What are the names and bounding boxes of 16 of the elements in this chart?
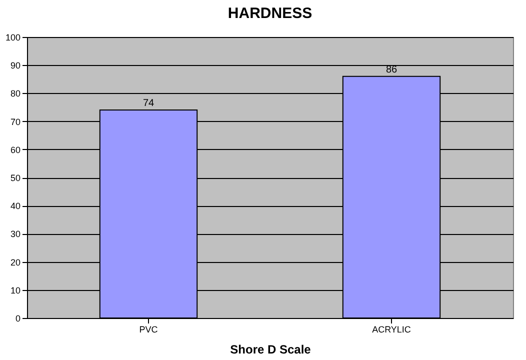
chart-title: HARDNESS (228, 5, 312, 22)
y-tick-label: 40 (10, 201, 20, 212)
y-tick-label: 80 (10, 88, 20, 99)
y-tick-label: 30 (10, 229, 20, 240)
y-tick-label: 60 (10, 144, 20, 155)
y-tick-label: 70 (10, 116, 20, 127)
y-tick-label: 20 (10, 257, 20, 268)
y-tick-label: 100 (5, 32, 20, 42)
y-tick-label: 10 (10, 285, 20, 296)
x-tick-label: PVC (139, 324, 158, 334)
x-axis-title: Shore D Scale (230, 342, 312, 356)
y-tick-label: 90 (10, 60, 20, 71)
x-tick-label: ACRYLIC (372, 324, 412, 334)
data-label: 74 (142, 98, 154, 110)
y-tick-label: 0 (15, 314, 20, 324)
y-tick-label: 50 (10, 173, 20, 183)
